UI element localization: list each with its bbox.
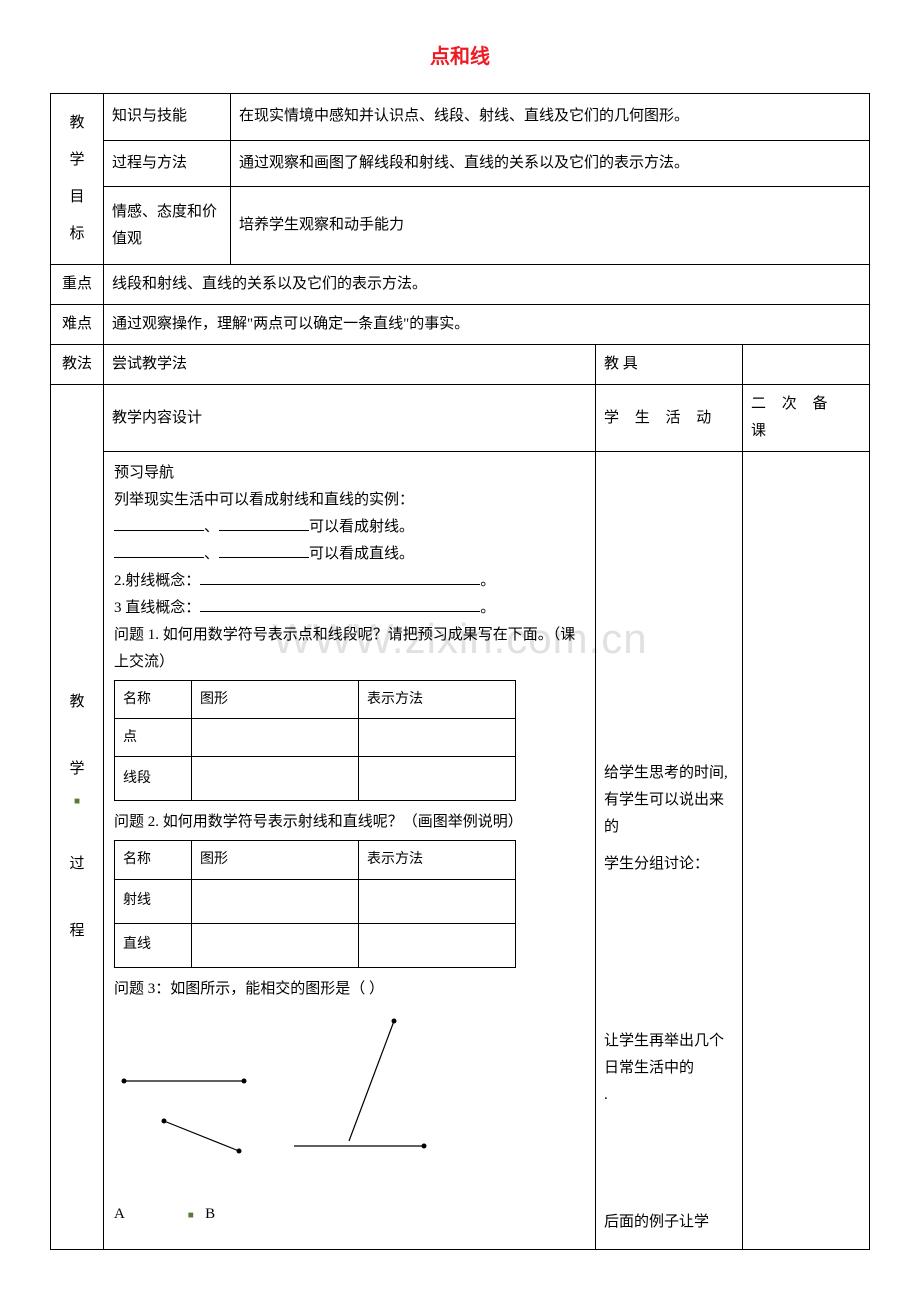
- activity-2: 学生分组讨论：: [604, 851, 734, 878]
- difficulty-content: 通过观察操作，理解"两点可以确定一条直线"的事实。: [104, 305, 870, 345]
- attitude-label: 情感、态度和价值观: [104, 187, 231, 265]
- goal-label: 教学目标: [51, 94, 104, 265]
- table-2: 名称 图形 表示方法 射线 直线: [114, 840, 516, 967]
- process-label: 过程与方法: [104, 140, 231, 187]
- t2-h1: 名称: [115, 841, 192, 879]
- second-prep-content: [743, 452, 870, 1250]
- activity-dot: .: [604, 1082, 734, 1109]
- process-main-label: 教学■过程: [51, 385, 104, 1250]
- figure-svg: [114, 1011, 434, 1191]
- activity-4: 后面的例子让学: [604, 1209, 734, 1236]
- knowledge-label: 知识与技能: [104, 94, 231, 141]
- table-1: 名称 图形 表示方法 点 线段: [114, 680, 516, 801]
- t1-h2: 图形: [192, 681, 359, 719]
- t1-r2c3: [359, 757, 516, 801]
- knowledge-content: 在现实情境中感知并认识点、线段、射线、直线及它们的几何图形。: [231, 94, 870, 141]
- figure-label-a: A ■ B: [114, 1201, 215, 1228]
- t2-r2c3: [359, 923, 516, 967]
- line-concept: 3 直线概念：。: [114, 595, 585, 622]
- question-3: 问题 3：如图所示，能相交的图形是（ ）: [114, 976, 585, 1003]
- attitude-content: 培养学生观察和动手能力: [231, 187, 870, 265]
- t1-r1c3: [359, 719, 516, 757]
- ray-concept: 2.射线概念：。: [114, 568, 585, 595]
- page-title: 点和线: [50, 40, 870, 69]
- activity-1: 给学生思考的时间,有学生可以说出来的: [604, 760, 734, 841]
- line-blank-line: 、可以看成直线。: [114, 541, 585, 568]
- t1-h1: 名称: [115, 681, 192, 719]
- difficulty-label: 难点: [51, 305, 104, 345]
- tool-content: [743, 345, 870, 385]
- method-content: 尝试教学法: [104, 345, 596, 385]
- t2-h3: 表示方法: [359, 841, 516, 879]
- activity-3: 让学生再举出几个日常生活中的: [604, 1028, 734, 1082]
- ray-blank-line: 、可以看成射线。: [114, 514, 585, 541]
- line-examples-intro: 列举现实生活中可以看成射线和直线的实例：: [114, 487, 585, 514]
- process-content: 通过观察和画图了解线段和射线、直线的关系以及它们的表示方法。: [231, 140, 870, 187]
- key-content: 线段和射线、直线的关系以及它们的表示方法。: [104, 265, 870, 305]
- student-activity-content: 给学生思考的时间,有学生可以说出来的 学生分组讨论： 让学生再举出几个日常生活中…: [596, 452, 743, 1250]
- t2-h2: 图形: [192, 841, 359, 879]
- t2-r2c1: 直线: [115, 923, 192, 967]
- question-2: 问题 2. 如何用数学符号表示射线和直线呢？（画图举例说明）: [114, 809, 585, 836]
- key-label: 重点: [51, 265, 104, 305]
- figure-diagram: A ■ B: [114, 1011, 585, 1241]
- question-1: 问题 1. 如何用数学符号表示点和线段呢？请把预习成果写在下面。（课上交流）: [114, 622, 585, 676]
- teaching-content: 预习导航 列举现实生活中可以看成射线和直线的实例： 、可以看成射线。 、可以看成…: [104, 452, 596, 1250]
- t1-r1c1: 点: [115, 719, 192, 757]
- t1-h3: 表示方法: [359, 681, 516, 719]
- t2-r1c2: [192, 879, 359, 923]
- t2-r2c2: [192, 923, 359, 967]
- preview-title: 预习导航: [114, 460, 585, 487]
- t2-r1c3: [359, 879, 516, 923]
- t1-r1c2: [192, 719, 359, 757]
- content-design-label: 教学内容设计: [104, 385, 596, 452]
- second-prep-label: 二 次 备 课: [743, 385, 870, 452]
- method-label: 教法: [51, 345, 104, 385]
- t2-r1c1: 射线: [115, 879, 192, 923]
- tool-label: 教 具: [596, 345, 743, 385]
- lesson-plan-table: 教学目标 知识与技能 在现实情境中感知并认识点、线段、射线、直线及它们的几何图形…: [50, 93, 870, 1250]
- student-activity-label: 学 生 活 动: [596, 385, 743, 452]
- t1-r2c2: [192, 757, 359, 801]
- t1-r2c1: 线段: [115, 757, 192, 801]
